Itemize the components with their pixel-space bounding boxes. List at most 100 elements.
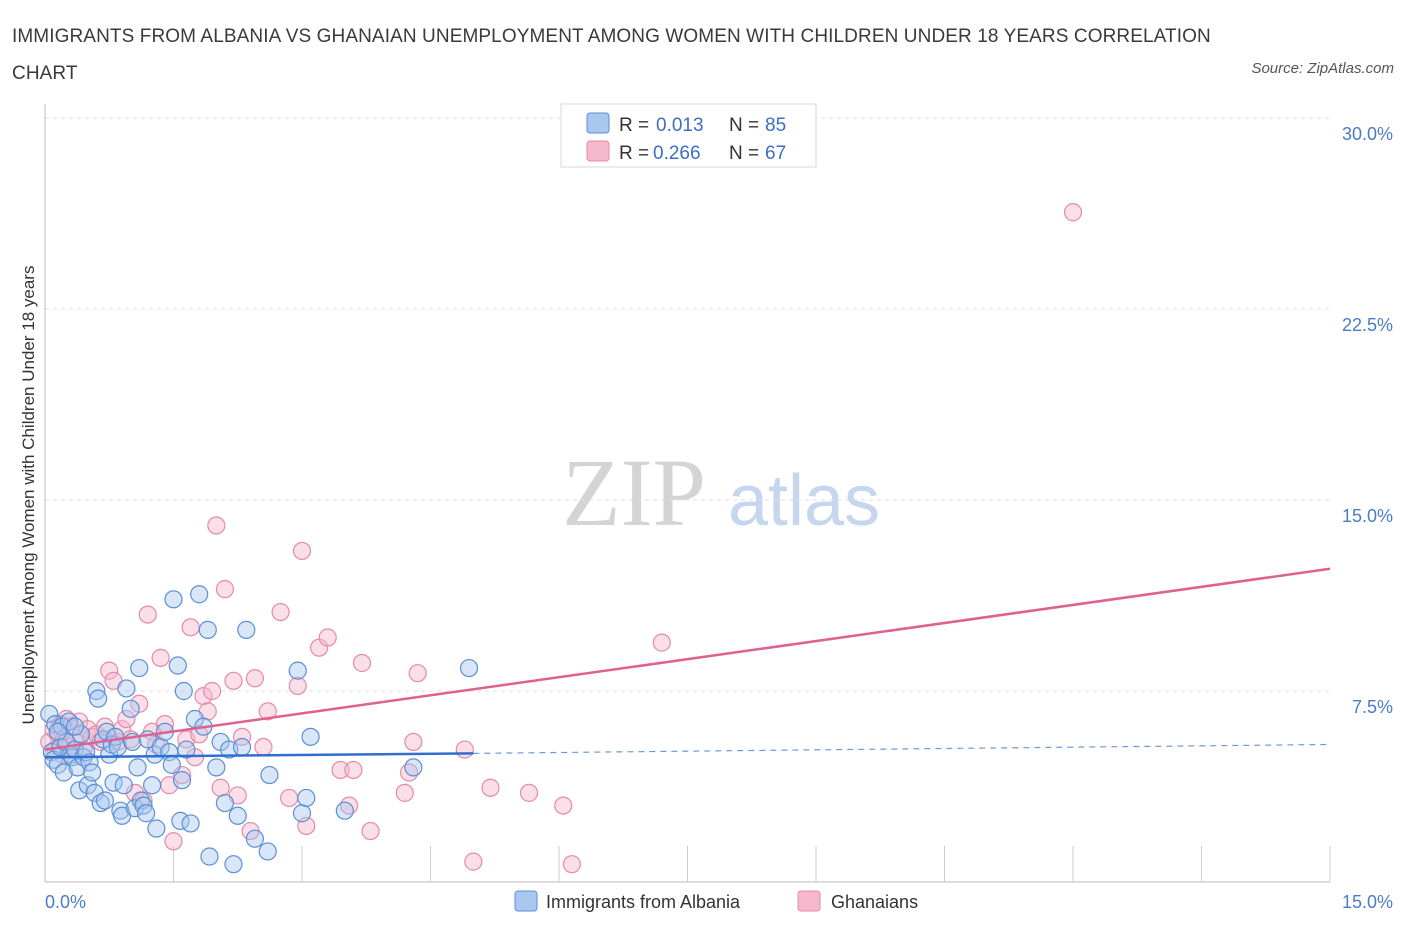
albania-point xyxy=(181,814,200,833)
ghanaians-point xyxy=(130,694,149,713)
ghanaians-point xyxy=(562,855,581,874)
ghanaians-point xyxy=(207,516,226,535)
albania-point xyxy=(65,717,85,736)
albania-point xyxy=(128,758,147,777)
albania-point xyxy=(164,590,183,609)
albania-point xyxy=(237,620,256,639)
ghanaians-point xyxy=(408,664,427,683)
ghanaians-point xyxy=(202,681,222,701)
albania-point xyxy=(301,727,320,746)
albania-point xyxy=(245,829,264,848)
albania-point xyxy=(114,776,133,795)
albania-point xyxy=(89,689,108,708)
albania-point xyxy=(172,771,192,790)
y-axis-label: Unemployment Among Women with Children U… xyxy=(19,266,38,725)
ghanaians-point xyxy=(554,796,573,815)
legend-r-label: R = xyxy=(619,143,649,164)
albania-point xyxy=(292,804,312,823)
ghanaians-point xyxy=(318,628,337,647)
albania-point xyxy=(121,699,140,718)
albania-trend-line xyxy=(44,752,474,759)
albania-point xyxy=(162,755,181,774)
legend-swatch-ghanaians xyxy=(586,140,610,162)
albania-point xyxy=(87,681,106,701)
ghanaians-point xyxy=(100,661,119,680)
bottom-legend-ghanaians: Ghanaians xyxy=(831,892,918,912)
albania-point xyxy=(198,620,217,639)
albania-point xyxy=(459,658,479,678)
ghanaians-point xyxy=(232,727,252,746)
y-tick-label: 30.0% xyxy=(1342,124,1393,144)
albania-point xyxy=(85,783,104,802)
ghanaians-point xyxy=(280,788,299,808)
legend-n-value: 85 xyxy=(765,115,786,136)
ghanaians-point xyxy=(117,709,136,729)
albania-point xyxy=(260,765,279,785)
albania-point xyxy=(258,842,277,861)
ghanaians-point xyxy=(481,778,500,797)
ghanaians-point xyxy=(404,732,423,752)
x-tick-label-max: 15.0% xyxy=(1342,892,1393,912)
albania-point xyxy=(288,661,307,680)
ghanaians-point xyxy=(164,832,183,851)
ghanaians-point xyxy=(395,783,414,802)
ghanaians-point xyxy=(211,778,230,797)
legend-n-label: N = xyxy=(729,143,759,164)
legend-n-label: N = xyxy=(729,115,759,136)
albania-points xyxy=(40,585,479,874)
albania-point xyxy=(70,781,89,800)
source-label: Source: ZipAtlas.com xyxy=(1251,60,1394,77)
ghanaians-point xyxy=(215,580,234,599)
albania-point xyxy=(404,758,423,777)
legend-r-value: 0.266 xyxy=(653,143,701,164)
albania-point xyxy=(232,737,252,757)
y-tick-labels: 7.5% 15.0% 22.5% 30.0% xyxy=(1342,124,1393,717)
albania-point xyxy=(224,855,243,874)
legend-r-value: 0.013 xyxy=(656,115,704,136)
ghanaians-point xyxy=(464,852,483,871)
x-tick-label-min: 0.0% xyxy=(45,892,86,912)
trend-lines xyxy=(44,567,1331,759)
legend-swatch-albania xyxy=(586,112,610,134)
albania-point xyxy=(117,679,136,698)
albania-point xyxy=(190,585,209,604)
watermark-zip: ZIP xyxy=(562,439,706,546)
albania-point xyxy=(174,681,193,701)
albania-point xyxy=(147,819,166,838)
ghanaians-trend-line xyxy=(44,567,1331,751)
ghanaians-point xyxy=(245,669,264,688)
y-tick-label: 15.0% xyxy=(1342,506,1393,526)
albania-point xyxy=(95,791,115,810)
albania-point xyxy=(177,740,196,759)
bottom-legend-swatch-ghanaians xyxy=(797,890,821,912)
ghanaians-point xyxy=(181,618,200,637)
bottom-legend-swatch-albania xyxy=(514,890,538,912)
axes xyxy=(44,104,1331,883)
ghanaians-point xyxy=(344,760,363,780)
y-tick-label: 7.5% xyxy=(1352,697,1393,717)
albania-point xyxy=(83,763,102,782)
albania-point xyxy=(48,722,67,741)
albania-point xyxy=(200,847,219,866)
chart-title: IMMIGRANTS FROM ALBANIA VS GHANAIAN UNEM… xyxy=(12,26,1211,84)
albania-point xyxy=(136,804,156,823)
gridlines xyxy=(45,117,1330,692)
albania-point xyxy=(215,793,234,813)
ghanaians-point xyxy=(271,602,290,622)
x-tick-labels: 0.0% 15.0% xyxy=(45,892,1393,912)
albania-point xyxy=(168,656,187,675)
ghanaians-point xyxy=(288,676,307,696)
albania-point xyxy=(40,704,59,724)
albania-point xyxy=(130,658,149,678)
legend-r-label: R = xyxy=(619,115,649,136)
albania-point xyxy=(54,763,73,782)
ghanaians-point xyxy=(652,633,671,652)
albania-point xyxy=(297,788,316,808)
legend-n-value: 67 xyxy=(765,143,786,164)
albania-point xyxy=(207,758,226,777)
bottom-legend-albania: Immigrants from Albania xyxy=(546,892,741,912)
ghanaians-point xyxy=(455,740,474,759)
albania-point xyxy=(335,801,354,820)
ghanaians-point xyxy=(352,653,372,673)
